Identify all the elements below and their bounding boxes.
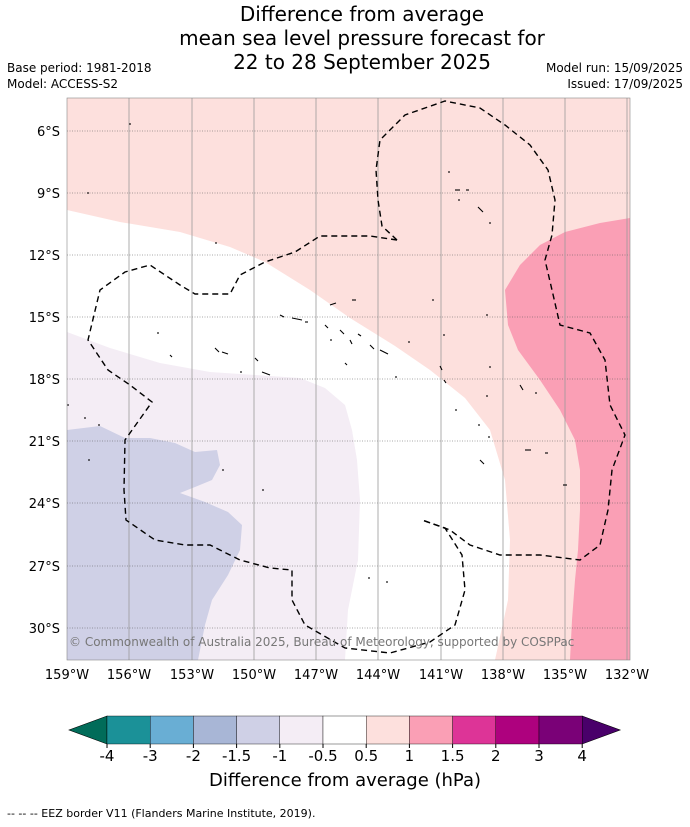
colorbar-under-triangle (68, 715, 108, 745)
lon-label: 141°W (419, 668, 463, 683)
latitude-labels: 6°S 9°S 12°S 15°S 18°S 21°S 24°S 27°S 30… (29, 125, 60, 637)
title-line-3: 22 to 28 September 2025 (233, 50, 491, 74)
lon-label: 135°W (543, 668, 587, 683)
colorbar-tick-label: 2 (491, 747, 501, 765)
map-area: © Commonwealth of Australia 2025, Bureau… (67, 98, 630, 660)
lat-label: 15°S (29, 311, 60, 326)
lon-label: 150°W (232, 668, 276, 683)
colorbar-tick-label: -2 (186, 747, 201, 765)
longitude-labels: 159°W 156°W 153°W 150°W 147°W 144°W 141°… (45, 668, 649, 683)
colorbar-segment (409, 715, 453, 745)
lat-label: 6°S (37, 125, 60, 140)
eez-borders (87, 100, 626, 654)
meridian-lines (128, 98, 628, 660)
colorbar-tick-label: -3 (143, 747, 158, 765)
copyright-notice: © Commonwealth of Australia 2025, Bureau… (69, 635, 574, 649)
lon-label: 153°W (170, 668, 214, 683)
colorbar-tick-label: -1 (272, 747, 287, 765)
colorbar-segment (106, 715, 151, 745)
colorbar-tick-label: 4 (577, 747, 587, 765)
lat-label: 18°S (29, 373, 60, 388)
colorbar-tick-label: 3 (534, 747, 544, 765)
base-period: Base period: 1981-2018 (7, 61, 152, 75)
lon-label: 138°W (481, 668, 525, 683)
colorbar-tick-label: 0.5 (354, 747, 378, 765)
meta-right: Model run: 15/09/2025 Issued: 17/09/2025 (546, 60, 683, 92)
colorbar-label: Difference from average (hPa) (208, 770, 482, 791)
region-neg-1-1.5 (67, 426, 242, 660)
colorbar-segment (538, 715, 583, 745)
eez-legend: -- -- -- EEZ border V11 (Flanders Marine… (7, 807, 316, 820)
title-line-1: Difference from average (239, 2, 485, 26)
colorbar-tick-label: -4 (100, 747, 115, 765)
islands (67, 123, 567, 583)
lon-label: 156°W (107, 668, 151, 683)
colorbar-segment (322, 715, 367, 745)
meta-left: Base period: 1981-2018 Model: ACCESS-S2 (7, 60, 152, 92)
lon-label: 144°W (356, 668, 400, 683)
colorbar-tick-label: 1 (405, 747, 415, 765)
map-frame (66, 97, 631, 661)
colorbar-segment (149, 715, 194, 745)
colorbar-tick-label: -1.5 (222, 747, 251, 765)
lat-label: 21°S (29, 435, 60, 450)
colorbar-segment (193, 715, 237, 745)
colorbar-segment (279, 715, 324, 745)
colorbar: -4 -3 -2 -1.5 -1 -0.5 0.5 1 1.5 2 3 4 (68, 715, 622, 765)
issued-date: Issued: 17/09/2025 (567, 77, 683, 91)
lon-label: 132°W (605, 668, 649, 683)
lon-label: 147°W (294, 668, 338, 683)
region-pos-1-1.5 (505, 218, 630, 660)
colorbar-segment (236, 715, 281, 745)
lat-label: 27°S (29, 560, 60, 575)
colorbar-segment (495, 715, 540, 745)
lat-label: 12°S (29, 249, 60, 264)
model-run: Model run: 15/09/2025 (545, 61, 683, 75)
colorbar-segment (366, 715, 410, 745)
colorbar-over-triangle (581, 715, 622, 745)
colorbar-tick-label: 1.5 (441, 747, 465, 765)
lat-label: 30°S (29, 622, 60, 637)
lat-label: 24°S (29, 497, 60, 512)
title-line-2: mean sea level pressure forecast for (179, 26, 545, 50)
chart-title: Difference from average mean sea level p… (0, 2, 690, 74)
colorbar-tick-label: -0.5 (308, 747, 337, 765)
lat-label: 9°S (37, 187, 60, 202)
colorbar-segment (452, 715, 497, 745)
lon-label: 159°W (45, 668, 89, 683)
model-name: Model: ACCESS-S2 (7, 77, 119, 91)
